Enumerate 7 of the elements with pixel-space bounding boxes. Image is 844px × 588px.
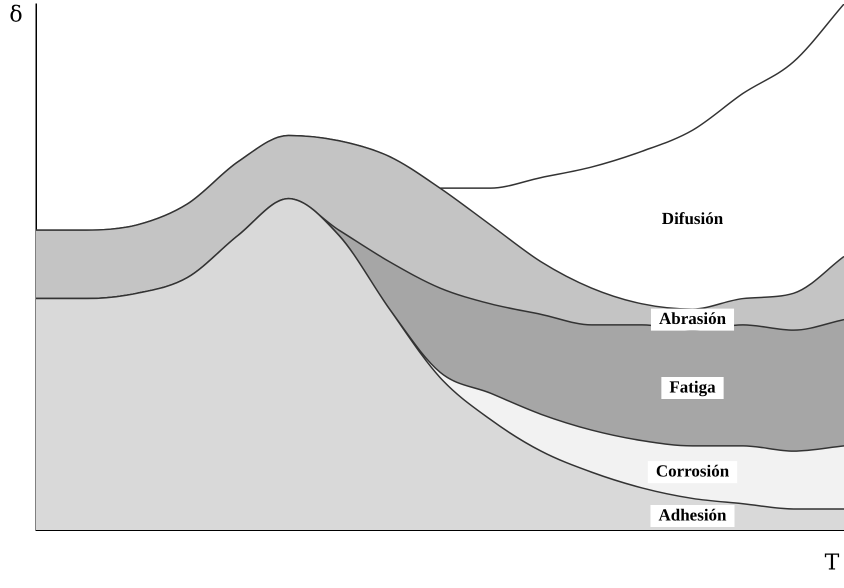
series-label: Abrasión — [658, 308, 727, 328]
x-axis-title: T — [824, 550, 840, 576]
series-label: Fatiga — [669, 377, 716, 396]
series-label: Corrosión — [656, 462, 730, 481]
series-label: Adhesión — [658, 505, 728, 524]
series-label: Difusión — [662, 209, 724, 228]
y-axis-title: δ — [9, 2, 23, 28]
